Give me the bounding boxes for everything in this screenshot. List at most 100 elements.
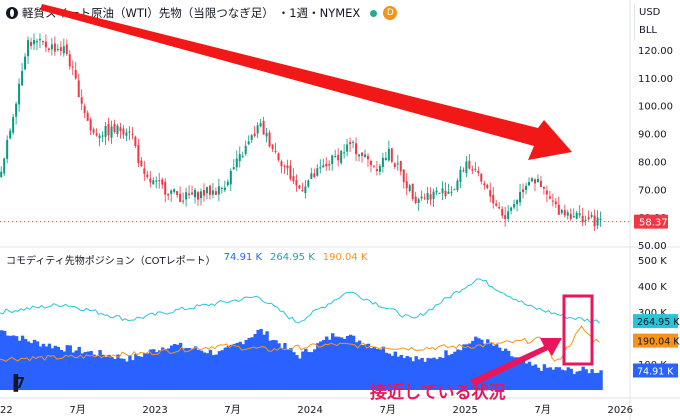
price-tick-label: 100.00 — [638, 102, 673, 113]
cot-net-bar — [360, 345, 365, 390]
candle-body — [92, 129, 95, 133]
candle-body — [465, 161, 468, 174]
candle-body — [498, 207, 501, 209]
candle-body — [128, 131, 131, 133]
candle-body — [140, 160, 143, 167]
cot-tick-label: 400 K — [638, 282, 667, 293]
interval-label[interactable]: ・1週・NYMEX — [277, 6, 361, 20]
cot-title[interactable]: コモディティ先物ポジション（COTレポート） — [6, 256, 216, 267]
candle-body — [495, 203, 498, 206]
cot-value-line2: 190.04 K — [322, 252, 368, 263]
candle-body — [259, 123, 262, 127]
candle-body — [471, 169, 474, 171]
cot-net-bar — [390, 355, 395, 390]
cot-net-bar — [104, 356, 108, 390]
cot-net-bar — [480, 339, 484, 390]
candle-body — [444, 190, 447, 197]
cot-net-bar — [175, 344, 180, 390]
cot-net-bar — [23, 339, 28, 390]
cot-net-bar — [495, 344, 499, 390]
candle-body — [477, 170, 480, 174]
candle-body — [247, 141, 250, 145]
candle-body — [244, 145, 247, 154]
cot-net-bar — [372, 346, 377, 390]
cot-net-bar — [113, 358, 117, 390]
candle-body — [355, 143, 358, 155]
candle-body — [262, 120, 265, 135]
cot-net-bar — [41, 343, 46, 390]
candle-body — [161, 179, 164, 185]
candle-body — [352, 141, 355, 143]
candle-body — [530, 178, 533, 182]
cot-net-bar — [509, 356, 514, 390]
candle-body — [137, 144, 140, 164]
cot-net-bar — [247, 337, 251, 390]
candle-body — [101, 135, 104, 137]
candle-body — [563, 210, 566, 216]
time-tick-label: 7月 — [535, 404, 551, 416]
candle-body — [83, 105, 86, 114]
candle-body — [417, 199, 420, 203]
candle-body — [283, 166, 286, 168]
cot-net-bar — [357, 340, 362, 390]
candle-body — [170, 190, 173, 194]
currency-selector[interactable]: USD — [634, 4, 678, 22]
cot-net-bar — [316, 343, 320, 390]
price-tick-label: 50.00 — [638, 241, 667, 252]
candle-body — [149, 178, 152, 183]
cot-net-bar — [286, 349, 290, 390]
candle-body — [399, 161, 402, 172]
cot-net-bar — [581, 366, 585, 390]
cot-net-bar — [29, 343, 34, 390]
cot-net-bar — [134, 353, 138, 390]
price-tick-label: 70.00 — [638, 185, 667, 196]
candle-body — [277, 153, 280, 161]
cot-net-bar — [295, 355, 299, 390]
cot-net-bar — [128, 355, 132, 390]
cot-net-bar — [199, 350, 204, 390]
candle-body — [426, 192, 429, 201]
candle-body — [429, 194, 432, 200]
candle-body — [56, 49, 59, 51]
cot-net-bar — [178, 342, 183, 390]
candle-body — [486, 184, 489, 188]
candle-body — [3, 158, 6, 174]
cot-net-bar — [506, 350, 511, 390]
candle-body — [572, 216, 575, 218]
candle-body — [387, 148, 390, 161]
cot-net-bar — [339, 337, 344, 390]
cot-net-bar — [375, 348, 380, 390]
candle-body — [328, 164, 331, 166]
cot-net-bar — [512, 357, 517, 390]
unit-selector[interactable]: BLL — [634, 22, 678, 40]
cot-net-bar — [5, 335, 10, 390]
cot-net-bar — [399, 354, 403, 390]
delayed-data-badge[interactable]: D — [383, 6, 398, 20]
trend-arrow — [40, 4, 572, 160]
candle-body — [378, 165, 381, 172]
cot-net-bar — [83, 352, 87, 390]
cot-net-bar — [354, 342, 359, 390]
cot-net-bar — [211, 355, 216, 390]
candle-body — [474, 168, 477, 170]
candle-body — [522, 189, 525, 193]
cot-net-bar — [432, 357, 436, 390]
cot-net-bar — [172, 343, 177, 390]
last-price-tag — [634, 214, 668, 229]
cot-net-bar — [575, 371, 579, 390]
cot-net-bar — [471, 340, 475, 390]
cot-net-bar — [307, 352, 311, 390]
candle-body — [205, 187, 208, 194]
cot-net-bar — [14, 336, 19, 390]
cot-net-bar — [238, 341, 242, 390]
cot-net-bar — [271, 339, 275, 390]
market-status-dot-icon — [370, 9, 378, 17]
cot-net-bar — [256, 329, 260, 390]
candle-body — [98, 135, 101, 139]
candle-body — [569, 213, 572, 219]
cot-value-tag — [633, 333, 678, 348]
candle-body — [0, 171, 3, 178]
candle-body — [71, 66, 74, 68]
candle-body — [402, 169, 405, 183]
